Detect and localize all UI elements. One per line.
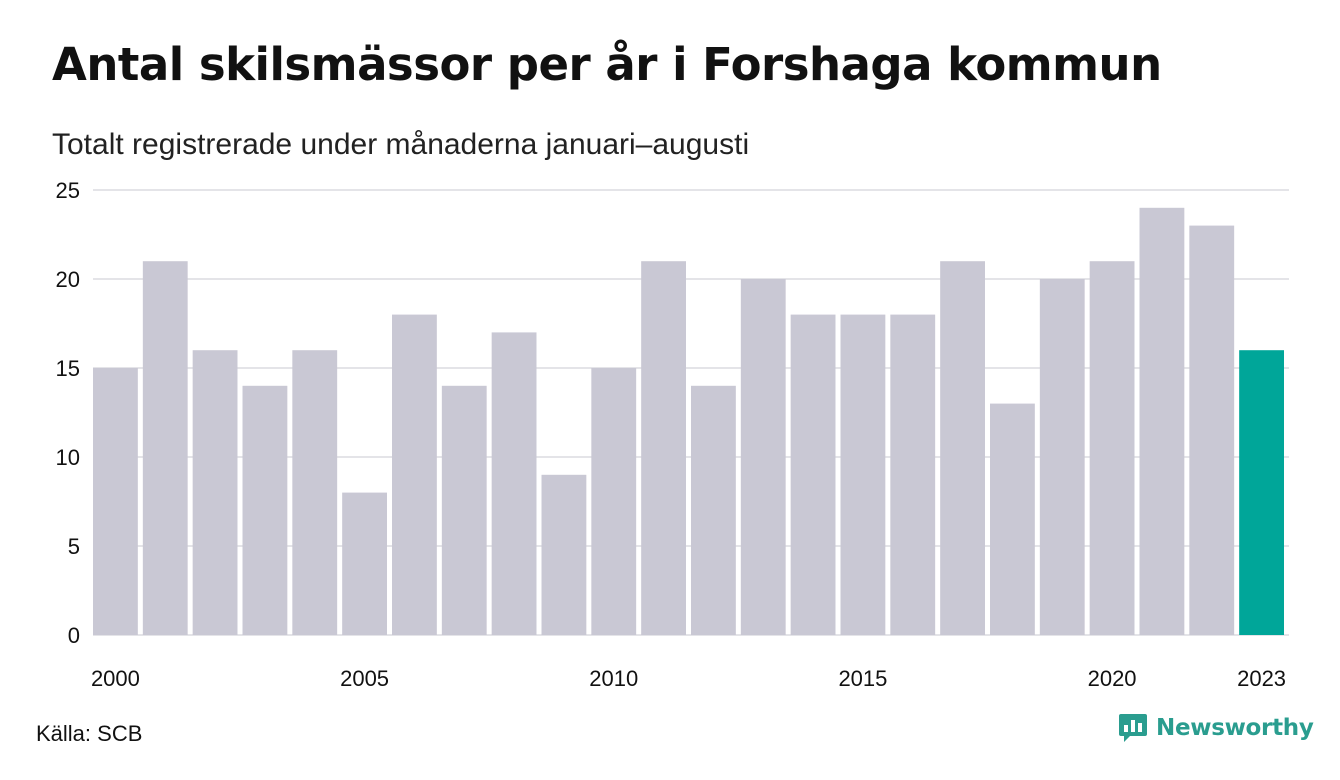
bars: [93, 207, 1284, 636]
bar-2012[interactable]: [691, 385, 736, 635]
bar-2018[interactable]: [990, 403, 1035, 635]
brand-name: Newsworthy: [1156, 715, 1314, 741]
y-tick-label: 5: [68, 534, 80, 559]
bar-2002[interactable]: [192, 350, 238, 635]
y-tick-label: 20: [56, 267, 80, 292]
bar-2017[interactable]: [940, 261, 985, 635]
bar-2016[interactable]: [890, 314, 936, 635]
bar-2020[interactable]: [1089, 261, 1135, 635]
x-tick-label: 2015: [838, 666, 887, 691]
bar-2008[interactable]: [491, 332, 537, 635]
y-tick-label: 15: [56, 356, 80, 381]
y-tick-label: 0: [68, 623, 80, 648]
bar-2019[interactable]: [1039, 279, 1085, 635]
y-axis-ticks: 0 5 10 15 20 25: [56, 178, 80, 648]
bar-2007[interactable]: [441, 385, 487, 635]
bar-chart: 0 5 10 15 20 25 2000 2005 2010 2015 2020 2023: [56, 178, 1289, 691]
source-note: Källa: SCB: [36, 721, 143, 746]
bar-2022[interactable]: [1189, 225, 1235, 635]
x-axis-ticks: 2000 2005 2010 2015 2020 2023: [91, 666, 1286, 691]
bar-2001[interactable]: [142, 261, 188, 635]
bar-chart-speech-bubble-icon: [1118, 712, 1148, 744]
bar-2023[interactable]: [1239, 350, 1284, 635]
bar-2006[interactable]: [392, 314, 437, 635]
brand-logo[interactable]: Newsworthy: [1118, 712, 1314, 744]
bar-2011[interactable]: [641, 261, 686, 635]
y-tick-label: 25: [56, 178, 80, 203]
bar-2010[interactable]: [591, 368, 637, 635]
bar-2013[interactable]: [740, 279, 786, 635]
y-tick-label: 10: [56, 445, 80, 470]
x-tick-label: 2020: [1088, 666, 1137, 691]
bar-2015[interactable]: [840, 314, 886, 635]
bar-2004[interactable]: [292, 350, 338, 635]
chart-title: Antal skilsmässor per år i Forshaga komm…: [52, 38, 1162, 91]
bar-2009[interactable]: [541, 474, 587, 635]
bar-2014[interactable]: [790, 314, 836, 635]
bar-2003[interactable]: [242, 385, 288, 635]
x-tick-label: 2005: [340, 666, 389, 691]
chart-subtitle: Totalt registrerade under månaderna janu…: [52, 128, 750, 161]
bar-2000[interactable]: [93, 368, 138, 635]
x-tick-label: 2010: [589, 666, 638, 691]
x-tick-label: 2023: [1237, 666, 1286, 691]
bar-2005[interactable]: [342, 492, 387, 635]
x-tick-label: 2000: [91, 666, 140, 691]
bar-2021[interactable]: [1139, 207, 1185, 636]
